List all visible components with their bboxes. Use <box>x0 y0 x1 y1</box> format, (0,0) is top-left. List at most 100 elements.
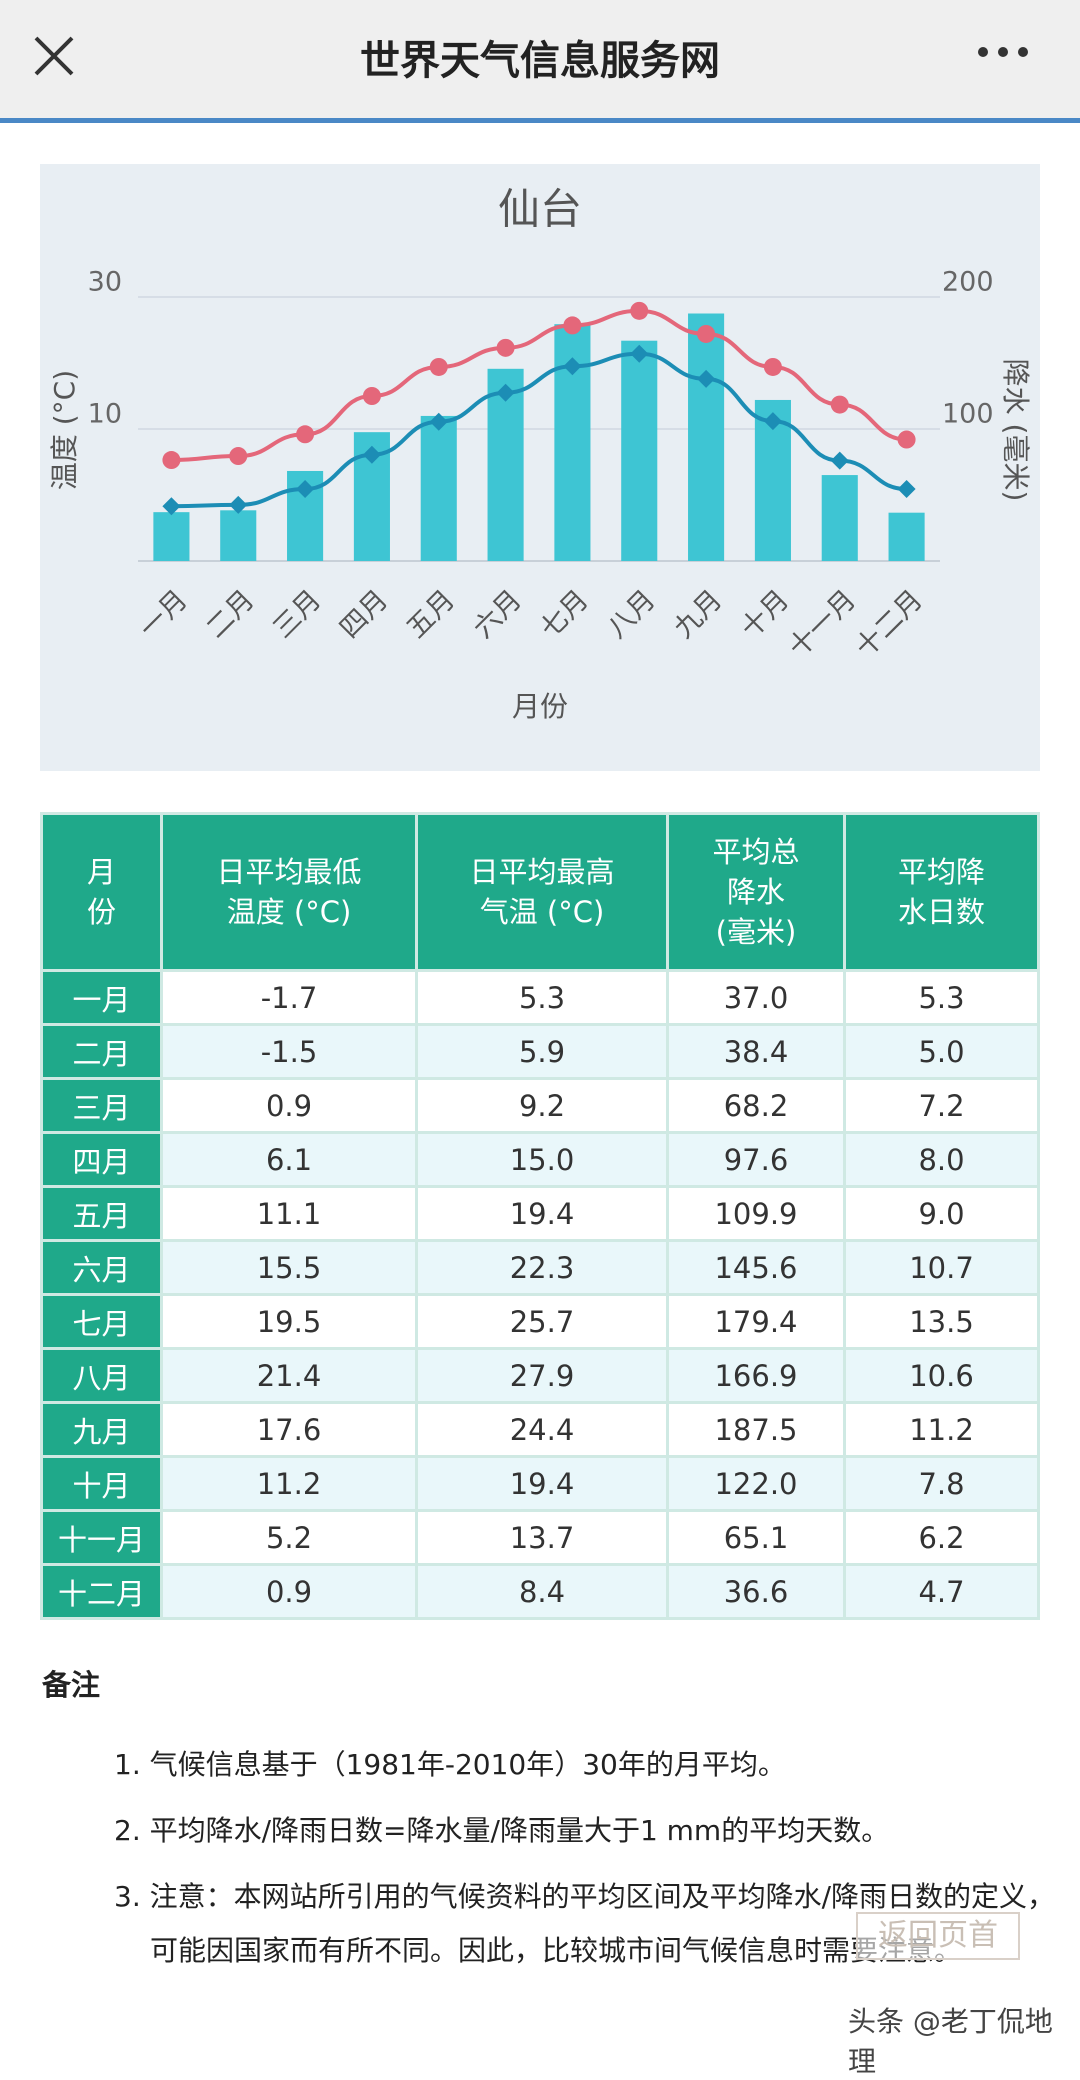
value-cell: 36.6 <box>669 1566 843 1617</box>
marker <box>763 412 782 431</box>
header-line: 气温 (°C) <box>479 895 605 929</box>
marker <box>296 480 315 499</box>
table-row: 八月 21.4 27.9 166.9 10.6 <box>43 1350 1037 1401</box>
value-cell: 25.7 <box>418 1296 666 1347</box>
marker <box>697 324 716 343</box>
value-cell: 37.0 <box>669 972 843 1023</box>
top-bar: 世界天气信息服务网 <box>0 0 1080 123</box>
chart-panel <box>40 164 1040 771</box>
value-cell: -1.5 <box>163 1026 415 1077</box>
value-cell: 6.1 <box>163 1134 415 1185</box>
table-row: 一月 -1.7 5.3 37.0 5.3 <box>43 972 1037 1023</box>
value-cell: 145.6 <box>669 1242 843 1293</box>
marker <box>429 412 448 431</box>
bar <box>821 475 858 561</box>
value-cell: 27.9 <box>418 1350 666 1401</box>
marker <box>229 495 248 514</box>
y-axis-label: 温度 (°C) <box>48 370 81 490</box>
month-cell: 二月 <box>43 1026 160 1077</box>
value-cell: 9.2 <box>418 1080 666 1131</box>
value-cell: 21.4 <box>163 1350 415 1401</box>
table-row: 七月 19.5 25.7 179.4 13.5 <box>43 1296 1037 1347</box>
back-to-top[interactable]: 返回页首 <box>856 1912 1020 1960</box>
header-line: (毫米) <box>715 915 797 949</box>
month-cell: 四月 <box>43 1134 160 1185</box>
table-header-cell: 日平均最低 温度 (°C) <box>163 815 415 969</box>
header-line: 水日数 <box>897 895 985 929</box>
marker <box>362 387 381 405</box>
bar <box>420 415 457 561</box>
value-cell: 187.5 <box>669 1404 843 1455</box>
header-line: 份 <box>86 895 116 929</box>
table-row: 四月 6.1 15.0 97.6 8.0 <box>43 1134 1037 1185</box>
value-cell: 166.9 <box>669 1350 843 1401</box>
value-cell: 10.7 <box>846 1242 1037 1293</box>
value-cell: 15.0 <box>418 1134 666 1185</box>
table-header-cell: 日平均最高气温 (°C) <box>418 815 666 969</box>
bar <box>888 512 925 561</box>
bar <box>621 340 658 561</box>
value-cell: 13.7 <box>418 1512 666 1563</box>
header-line: 日平均最高 <box>469 855 615 889</box>
x-axis-label: 月份 <box>512 690 568 723</box>
marker <box>563 357 582 376</box>
value-cell: 97.6 <box>669 1134 843 1185</box>
value-cell: 9.0 <box>846 1188 1037 1239</box>
value-cell: 38.4 <box>669 1026 843 1077</box>
table-row: 十月 11.2 19.4 122.0 7.8 <box>43 1458 1037 1509</box>
header-line: 平均降 <box>897 855 985 889</box>
y2-tick-label: 100 <box>942 399 994 430</box>
marker <box>830 451 849 470</box>
table-row: 九月 17.6 24.4 187.5 11.2 <box>43 1404 1037 1455</box>
month-cell: 十二月 <box>43 1566 160 1617</box>
marker <box>496 383 515 402</box>
value-cell: 5.2 <box>163 1512 415 1563</box>
value-cell: 19.4 <box>418 1458 666 1509</box>
month-cell: 一月 <box>43 972 160 1023</box>
table-row: 十一月 5.2 13.7 65.1 6.2 <box>43 1512 1037 1563</box>
header-line: 月 <box>86 855 116 889</box>
value-cell: 22.3 <box>418 1242 666 1293</box>
marker <box>162 497 181 516</box>
value-cell: 7.2 <box>846 1080 1037 1131</box>
value-cell: 10.6 <box>846 1350 1037 1401</box>
marker <box>697 369 716 388</box>
month-cell: 十月 <box>43 1458 160 1509</box>
value-cell: 5.0 <box>846 1026 1037 1077</box>
note-item: 2. 平均降水/降雨日数=降水量/降雨量大于1 mm的平均天数。 <box>114 1814 890 1847</box>
value-cell: 8.4 <box>418 1566 666 1617</box>
value-cell: 19.5 <box>163 1296 415 1347</box>
header-line: 降水 <box>726 875 785 909</box>
close-button[interactable] <box>32 34 76 78</box>
marker <box>496 338 515 357</box>
value-cell: 13.5 <box>846 1296 1037 1347</box>
table-header-cell: 月份 <box>43 815 160 969</box>
marker <box>229 447 248 466</box>
table-header-cell: 平均降 水日数 <box>846 815 1037 969</box>
table-row: 二月 -1.5 5.9 38.4 5.0 <box>43 1026 1037 1077</box>
value-cell: 179.4 <box>669 1296 843 1347</box>
marker <box>897 430 916 449</box>
value-cell: 109.9 <box>669 1188 843 1239</box>
value-cell: 65.1 <box>669 1512 843 1563</box>
header-line: 温度 (°C) <box>226 895 352 929</box>
y-tick-label: 30 <box>88 267 122 298</box>
marker <box>162 451 181 470</box>
chart-title: 仙台 <box>498 185 582 234</box>
marker <box>830 395 849 414</box>
marker <box>296 425 315 444</box>
value-cell: 5.3 <box>418 972 666 1023</box>
value-cell: 11.1 <box>163 1188 415 1239</box>
marker <box>563 316 582 335</box>
value-cell: 8.0 <box>846 1134 1037 1185</box>
value-cell: 4.7 <box>846 1566 1037 1617</box>
table-row: 三月 0.9 9.2 68.2 7.2 <box>43 1080 1037 1131</box>
table-row: 五月 11.1 19.4 109.9 9.0 <box>43 1188 1037 1239</box>
marker <box>763 357 782 376</box>
climate-table: 月份日平均最低 温度 (°C) 日平均最高 气温 (°C) 平均总 降水 (毫米) 平均降 水日… <box>40 812 1040 1620</box>
top-bar-title: 世界天气信息服务网 <box>360 38 720 84</box>
more-menu[interactable] <box>975 44 1035 60</box>
y2-axis-label: 降水 (毫米) <box>999 359 1032 502</box>
value-cell: 122.0 <box>669 1458 843 1509</box>
